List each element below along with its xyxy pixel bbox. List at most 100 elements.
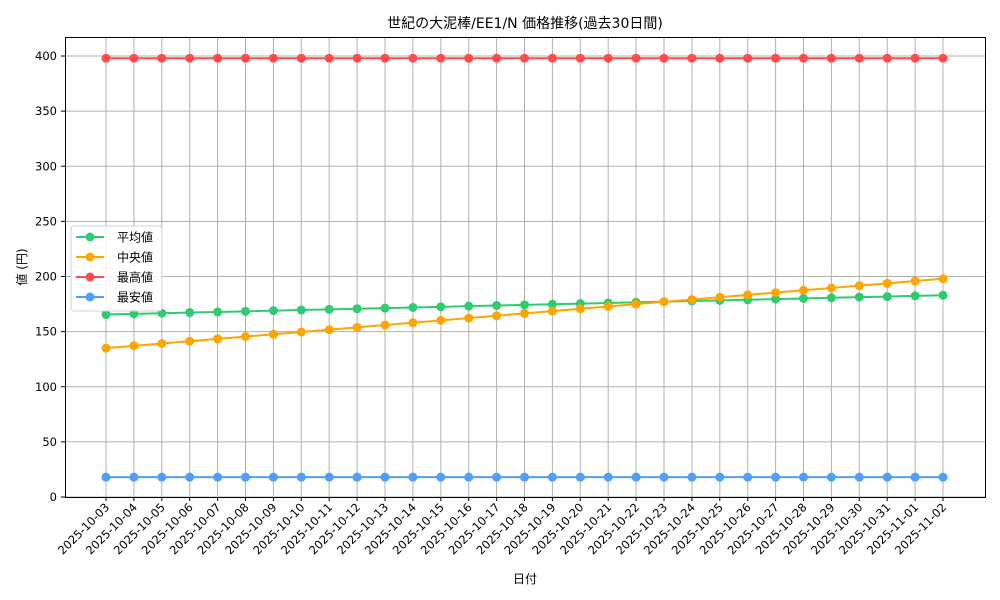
y-tick-label: 250 [35, 214, 57, 228]
y-tick-label: 400 [35, 49, 57, 63]
data-point [296, 472, 306, 482]
data-point [213, 307, 223, 317]
data-point [687, 472, 697, 482]
data-point [157, 472, 167, 482]
data-point [352, 304, 362, 314]
data-point [324, 325, 334, 335]
x-axis-ticks: 2025-10-032025-10-042025-10-052025-10-06… [55, 497, 949, 557]
data-point [268, 306, 278, 316]
data-point [408, 53, 418, 63]
data-point [185, 472, 195, 482]
legend-marker [85, 252, 95, 262]
y-axis-ticks: 0 50 100 150 200 250 300 350 400 [35, 49, 65, 504]
legend-box [70, 225, 163, 312]
data-point [241, 472, 250, 482]
data-point [380, 53, 390, 63]
y-tick-label: 0 [50, 490, 57, 504]
data-point [631, 299, 641, 309]
data-point [185, 336, 195, 346]
data-point [157, 53, 167, 63]
data-point [324, 304, 334, 314]
data-point [799, 472, 808, 482]
data-point [520, 300, 529, 310]
data-point [771, 294, 781, 304]
data-point [603, 53, 613, 63]
data-point [603, 472, 613, 482]
data-point [129, 53, 139, 63]
data-point [296, 327, 306, 337]
legend-marker [85, 232, 95, 242]
data-point [380, 303, 390, 313]
data-point [352, 322, 362, 332]
data-point [659, 297, 669, 307]
data-point [631, 472, 641, 482]
data-point [101, 53, 111, 63]
data-point [268, 329, 278, 339]
data-point [854, 472, 864, 482]
data-point [826, 472, 836, 482]
legend-marker [85, 272, 95, 282]
data-point [771, 53, 781, 63]
data-point [743, 472, 753, 482]
data-point [268, 53, 278, 63]
y-tick-label: 200 [35, 270, 57, 284]
data-point [938, 472, 948, 482]
data-point [854, 281, 864, 291]
y-tick-label: 150 [35, 325, 57, 339]
data-point [547, 299, 557, 309]
data-point [854, 53, 864, 63]
data-point [408, 472, 418, 482]
y-axis-label: 値 (円) [14, 248, 29, 285]
data-point [882, 278, 892, 288]
plot-frame [65, 37, 986, 498]
data-point [631, 53, 641, 63]
data-point [296, 305, 306, 315]
legend-label: 最安値 [117, 290, 153, 305]
data-point [213, 53, 223, 63]
data-point [799, 285, 808, 295]
data-point [492, 311, 502, 321]
data-point [241, 332, 250, 342]
data-point [101, 343, 111, 353]
data-point [464, 313, 474, 323]
data-point [520, 308, 529, 318]
data-point [352, 53, 362, 63]
data-point [129, 309, 139, 319]
data-point [185, 308, 195, 318]
data-point [603, 301, 613, 311]
data-point [826, 293, 836, 303]
data-point [324, 53, 334, 63]
data-point [715, 472, 725, 482]
data-point [464, 53, 474, 63]
data-point [938, 274, 948, 284]
data-point [826, 53, 836, 63]
legend-label: 平均値 [117, 230, 153, 245]
data-point [213, 334, 223, 344]
data-point [408, 302, 418, 312]
data-point [938, 53, 948, 63]
data-point [910, 53, 920, 63]
data-point [910, 472, 920, 482]
data-point [101, 472, 111, 482]
data-point [268, 472, 278, 482]
data-point [241, 306, 250, 316]
data-point [882, 472, 892, 482]
data-point [547, 472, 557, 482]
data-point [436, 302, 446, 312]
data-point [826, 283, 836, 293]
data-point [213, 472, 223, 482]
data-point [157, 339, 167, 349]
data-point [547, 306, 557, 316]
data-point [715, 292, 725, 302]
data-point [854, 292, 864, 302]
legend-label: 中央値 [117, 250, 153, 265]
data-point [743, 290, 753, 300]
data-point [882, 53, 892, 63]
y-tick-label: 50 [42, 435, 57, 449]
data-point [380, 472, 390, 482]
data-point [436, 315, 446, 325]
data-point [436, 53, 446, 63]
data-point [547, 53, 557, 63]
